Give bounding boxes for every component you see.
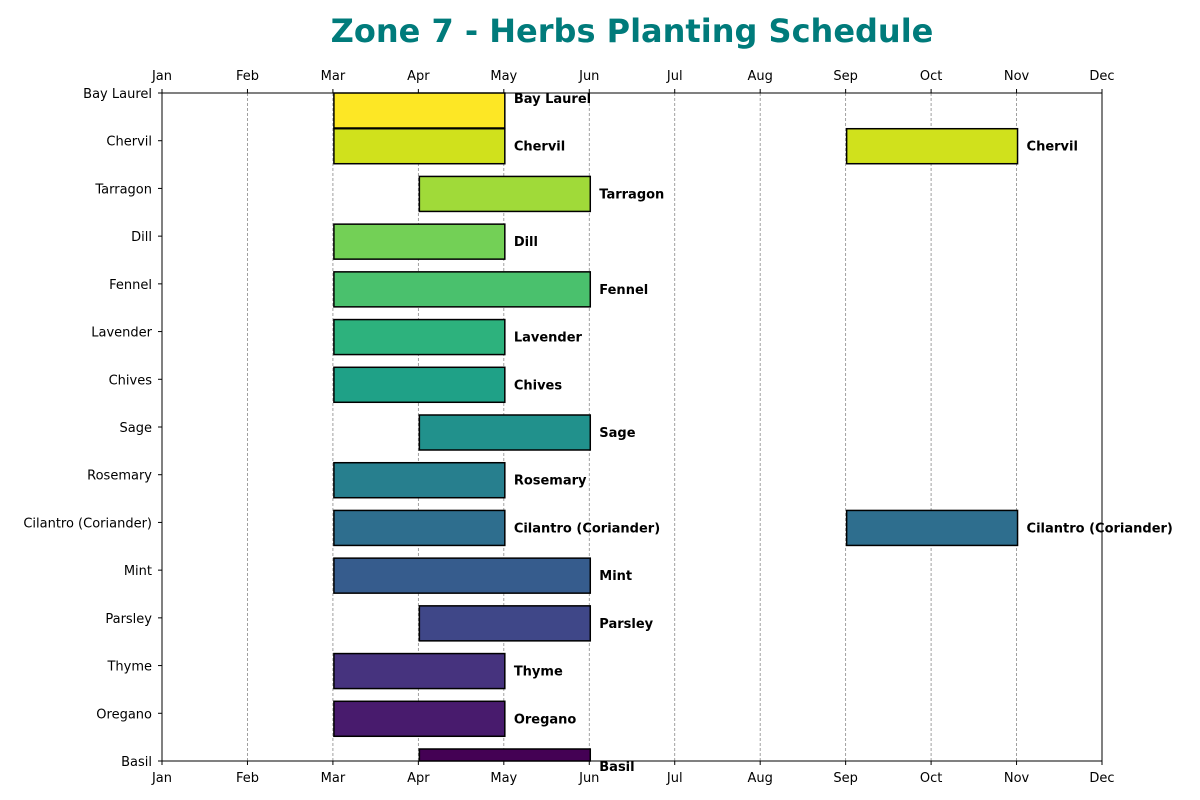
bars-layer bbox=[333, 92, 1019, 762]
x-tick-top-may: May bbox=[490, 69, 517, 84]
y-tick-bay-laurel: Bay Laurel bbox=[83, 87, 152, 102]
x-tick-top-nov: Nov bbox=[1004, 69, 1030, 84]
bar-basil-1 bbox=[418, 748, 592, 762]
x-tick-bottom-jan: Jan bbox=[151, 771, 172, 786]
bar-label-chervil-2: Chervil bbox=[1027, 140, 1078, 155]
y-tick-chervil: Chervil bbox=[106, 135, 152, 150]
y-tick-parsley: Parsley bbox=[105, 612, 152, 627]
bar-label-cilantro-coriander-2: Cilantro (Coriander) bbox=[1027, 521, 1173, 536]
bar-label-thyme-1: Thyme bbox=[514, 665, 563, 680]
x-tick-bottom-nov: Nov bbox=[1004, 771, 1030, 786]
x-tick-bottom-aug: Aug bbox=[747, 771, 772, 786]
chart-title: Zone 7 - Herbs Planting Schedule bbox=[331, 12, 934, 50]
bar-bay-laurel-1 bbox=[333, 92, 506, 129]
x-tick-bottom-may: May bbox=[490, 771, 517, 786]
bar-label-dill-1: Dill bbox=[514, 235, 538, 250]
bar-label-fennel-1: Fennel bbox=[599, 283, 648, 298]
x-tick-top-jan: Jan bbox=[151, 69, 172, 84]
bar-label-rosemary-1: Rosemary bbox=[514, 474, 587, 489]
bar-chives-1 bbox=[333, 366, 506, 404]
y-tick-dill: Dill bbox=[131, 230, 152, 245]
x-tick-top-mar: Mar bbox=[321, 69, 346, 84]
y-tick-cilantro-coriander: Cilantro (Coriander) bbox=[23, 516, 152, 531]
x-tick-top-jul: Jul bbox=[666, 69, 683, 84]
y-axis: Bay Laurel Chervil Tarragon Dill Fennel Laven… bbox=[23, 87, 162, 770]
bar-cilantro-coriander-1 bbox=[333, 509, 506, 547]
bar-parsley-1 bbox=[418, 605, 592, 642]
y-tick-fennel: Fennel bbox=[109, 278, 152, 293]
y-tick-oregano: Oregano bbox=[96, 707, 152, 722]
bar-tarragon-1 bbox=[418, 175, 592, 213]
bar-label-sage-1: Sage bbox=[599, 426, 635, 441]
bar-label-chervil-1: Chervil bbox=[514, 140, 565, 155]
bar-dill-1 bbox=[333, 223, 506, 260]
x-tick-bottom-feb: Feb bbox=[236, 771, 259, 786]
x-tick-bottom-jul: Jul bbox=[666, 771, 683, 786]
y-tick-sage: Sage bbox=[120, 421, 152, 436]
bar-labels-layer: Bay Laurel Chervil Chervil Tarragon Dill Fenn… bbox=[514, 92, 1173, 775]
x-tick-top-aug: Aug bbox=[747, 69, 772, 84]
x-tick-top-dec: Dec bbox=[1089, 69, 1114, 84]
x-tick-bottom-sep: Sep bbox=[833, 771, 858, 786]
bar-thyme-1 bbox=[333, 652, 506, 690]
bar-label-lavender-1: Lavender bbox=[514, 331, 583, 346]
bar-label-chives-1: Chives bbox=[514, 378, 563, 393]
y-tick-rosemary: Rosemary bbox=[87, 469, 152, 484]
x-tick-top-apr: Apr bbox=[407, 69, 430, 84]
bar-label-parsley-1: Parsley bbox=[599, 617, 653, 632]
x-tick-top-jun: Jun bbox=[578, 69, 599, 84]
y-tick-chives: Chives bbox=[109, 373, 153, 388]
bar-chervil-1 bbox=[333, 127, 506, 165]
bar-mint-1 bbox=[333, 557, 592, 594]
bar-label-basil-1: Basil bbox=[599, 760, 634, 775]
x-tick-top-feb: Feb bbox=[236, 69, 259, 84]
bar-sage-1 bbox=[418, 414, 592, 451]
bar-fennel-1 bbox=[333, 271, 592, 308]
x-tick-bottom-jun: Jun bbox=[578, 771, 599, 786]
bar-rosemary-1 bbox=[333, 461, 506, 499]
x-tick-bottom-oct: Oct bbox=[920, 771, 942, 786]
y-tick-tarragon: Tarragon bbox=[94, 182, 152, 197]
x-tick-bottom-dec: Dec bbox=[1089, 771, 1114, 786]
bar-lavender-1 bbox=[333, 318, 506, 356]
bar-oregano-1 bbox=[333, 700, 506, 738]
bar-label-oregano-1: Oregano bbox=[514, 712, 577, 727]
y-tick-lavender: Lavender bbox=[91, 326, 152, 341]
bar-label-mint-1: Mint bbox=[599, 569, 632, 584]
x-axis-top: Jan Feb Mar Apr May Jun Jul Aug Sep Oct Nov Dec bbox=[151, 69, 1115, 93]
y-tick-basil: Basil bbox=[121, 755, 152, 770]
x-tick-top-sep: Sep bbox=[833, 69, 858, 84]
x-tick-bottom-apr: Apr bbox=[407, 771, 430, 786]
bar-label-tarragon-1: Tarragon bbox=[599, 187, 664, 202]
bar-label-bay-laurel-1: Bay Laurel bbox=[514, 92, 591, 107]
x-axis-bottom: Jan Feb Mar Apr May Jun Jul Aug Sep Oct Nov Dec bbox=[151, 761, 1115, 786]
x-tick-bottom-mar: Mar bbox=[321, 771, 346, 786]
x-tick-top-oct: Oct bbox=[920, 69, 942, 84]
y-tick-thyme: Thyme bbox=[106, 660, 152, 675]
bar-chervil-2 bbox=[845, 127, 1019, 165]
bar-label-cilantro-coriander-1: Cilantro (Coriander) bbox=[514, 521, 660, 536]
y-tick-mint: Mint bbox=[124, 564, 152, 579]
bar-cilantro-coriander-2 bbox=[845, 509, 1019, 547]
